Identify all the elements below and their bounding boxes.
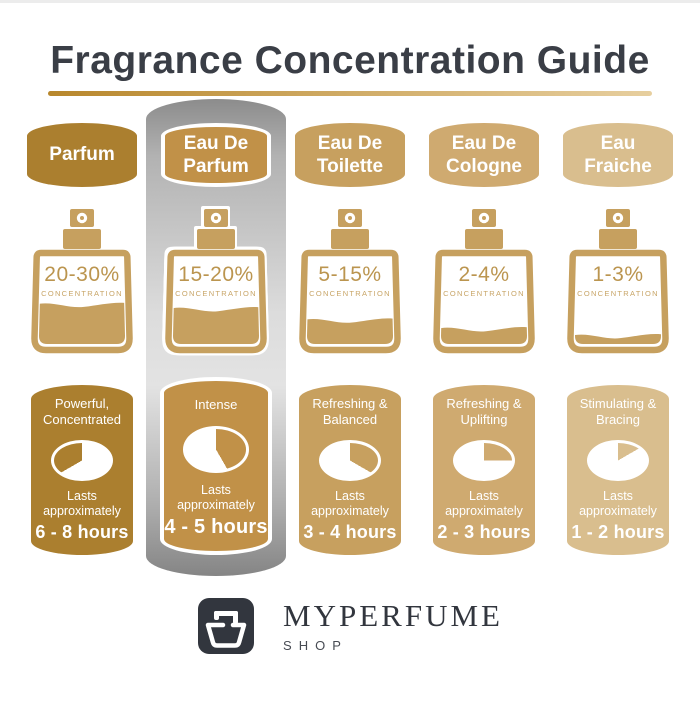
descriptor-line: Powerful, xyxy=(54,396,110,411)
brand-subtitle: SHOP xyxy=(283,637,348,653)
column-title-line: Parfum xyxy=(183,156,249,177)
bottle-fill-wave xyxy=(39,302,125,344)
fragrance-column: Eau De Parfum 15-20% CONCENTRATION xyxy=(146,99,286,576)
descriptor-line: Intense xyxy=(194,397,238,412)
duration-value: 6 - 8 hours xyxy=(35,522,129,542)
descriptor-line: Bracing xyxy=(595,412,641,428)
bottle-neck xyxy=(599,229,637,249)
scent-descriptor: Stimulating & Bracing xyxy=(580,396,657,429)
concentration-label: CONCENTRATION xyxy=(175,289,257,298)
duration-value: 3 - 4 hours xyxy=(303,522,397,542)
column-title-line: Eau De xyxy=(183,132,249,154)
descriptor-line: Uplifting xyxy=(460,412,508,428)
bottle-fill-wave xyxy=(173,307,259,344)
scent-descriptor: Refreshing & Balanced xyxy=(312,396,387,429)
concentration-percent: 1-3% xyxy=(592,263,644,286)
perfume-bottle: 5-15% CONCENTRATION xyxy=(294,207,406,359)
clock-icon xyxy=(319,439,381,481)
column-title-line: Cologne xyxy=(446,156,522,177)
column-header: Parfum xyxy=(27,123,137,187)
descriptor-line: Concentrated xyxy=(42,412,122,428)
clock-icon xyxy=(183,426,249,473)
column-title: Parfum xyxy=(49,143,114,166)
title-underline xyxy=(48,91,652,96)
concentration-percent: 20-30% xyxy=(44,263,120,286)
brand-text: MYPERFUME SHOP xyxy=(283,600,503,653)
info-card: Stimulating & Bracing Lasts approximatel… xyxy=(567,385,669,555)
perfume-bottle-icon xyxy=(198,598,255,654)
concentration-label: CONCENTRATION xyxy=(443,289,525,298)
column-title-line: Eau xyxy=(600,132,636,154)
clock-icon xyxy=(453,439,515,481)
scent-descriptor: Refreshing & Uplifting xyxy=(446,396,521,429)
scent-descriptor: Intense xyxy=(195,397,238,413)
duration-value: 4 - 5 hours xyxy=(164,516,268,538)
lasts-label: Lasts approximately xyxy=(177,482,255,513)
concentration-label: CONCENTRATION xyxy=(577,289,659,298)
scent-descriptor: Powerful, Concentrated xyxy=(43,396,121,429)
fragrance-column: Eau De Cologne 2-4% CONCENTRATION xyxy=(428,123,540,555)
page-title: Fragrance Concentration Guide xyxy=(50,39,650,82)
footer-logo: MYPERFUME SHOP xyxy=(0,597,700,655)
info-card: Refreshing & Uplifting Lasts approximate… xyxy=(433,385,535,555)
info-card: Powerful, Concentrated Lasts approximate… xyxy=(31,385,133,555)
perfume-bottle: 2-4% CONCENTRATION xyxy=(428,207,540,359)
bottle-body xyxy=(433,249,535,354)
bottle-text: 1-3% CONCENTRATION xyxy=(562,263,674,298)
column-title-line: Parfum xyxy=(49,144,115,166)
columns: Parfum 20-30% CONCENTRATION xyxy=(0,99,700,576)
duration-value: 1 - 2 hours xyxy=(571,522,665,542)
bottle-text: 5-15% CONCENTRATION xyxy=(294,263,406,298)
concentration-label: CONCENTRATION xyxy=(309,289,391,298)
column-title: Eau Fraiche xyxy=(584,132,652,178)
column-title: Eau De Toilette xyxy=(317,132,383,178)
duration-value: 2 - 3 hours xyxy=(437,522,531,542)
lasts-label: Lasts approximately xyxy=(43,488,121,519)
brand-name: MYPERFUME xyxy=(283,597,503,633)
clock-icon xyxy=(51,439,113,481)
bottle-neck xyxy=(465,229,503,249)
column-title: Eau De Parfum xyxy=(183,132,248,178)
descriptor-line: Balanced xyxy=(322,412,378,428)
concentration-percent: 5-15% xyxy=(318,263,382,286)
column-title-line: Eau De xyxy=(451,132,517,154)
column-header: Eau De Parfum xyxy=(161,123,271,187)
column-title: Eau De Cologne xyxy=(446,132,522,178)
info-card: Intense Lasts approximately 4 - 5 hours xyxy=(160,377,272,555)
info-card: Refreshing & Balanced Lasts approximatel… xyxy=(299,385,401,555)
perfume-bottle: 20-30% CONCENTRATION xyxy=(26,207,138,359)
fragrance-column: Parfum 20-30% CONCENTRATION xyxy=(26,123,138,555)
perfume-bottle: 1-3% CONCENTRATION xyxy=(562,207,674,359)
column-header: Eau De Toilette xyxy=(295,123,405,187)
bottle-text: 20-30% CONCENTRATION xyxy=(26,263,138,298)
lasts-label: Lasts approximately xyxy=(445,488,523,519)
lasts-label: Lasts approximately xyxy=(579,488,657,519)
column-title-line: Toilette xyxy=(316,156,384,177)
bottle-fill-wave xyxy=(441,327,527,344)
bottle-neck xyxy=(331,229,369,249)
lasts-label: Lasts approximately xyxy=(311,488,389,519)
bottle-text: 15-20% CONCENTRATION xyxy=(160,263,272,298)
fragrance-column: Eau De Toilette 5-15% CONCENTRATION xyxy=(294,123,406,555)
descriptor-line: Refreshing & xyxy=(312,396,388,411)
clock-icon xyxy=(587,439,649,481)
descriptor-line: Refreshing & xyxy=(446,396,522,411)
fragrance-column: Eau Fraiche 1-3% CONCENTRATION xyxy=(562,123,674,555)
column-header: Eau De Cologne xyxy=(429,123,539,187)
concentration-percent: 2-4% xyxy=(458,263,510,286)
descriptor-line: Stimulating & xyxy=(579,396,657,411)
concentration-label: CONCENTRATION xyxy=(41,289,123,298)
bottle-body xyxy=(567,249,669,354)
concentration-percent: 15-20% xyxy=(178,263,254,286)
bottle-text: 2-4% CONCENTRATION xyxy=(428,263,540,298)
bottle-neck xyxy=(63,229,101,249)
column-title-line: Eau De xyxy=(317,132,383,154)
bottle-neck xyxy=(197,229,235,249)
column-header: Eau Fraiche xyxy=(563,123,673,187)
perfume-bottle: 15-20% CONCENTRATION xyxy=(160,207,272,359)
column-title-line: Fraiche xyxy=(584,156,652,177)
